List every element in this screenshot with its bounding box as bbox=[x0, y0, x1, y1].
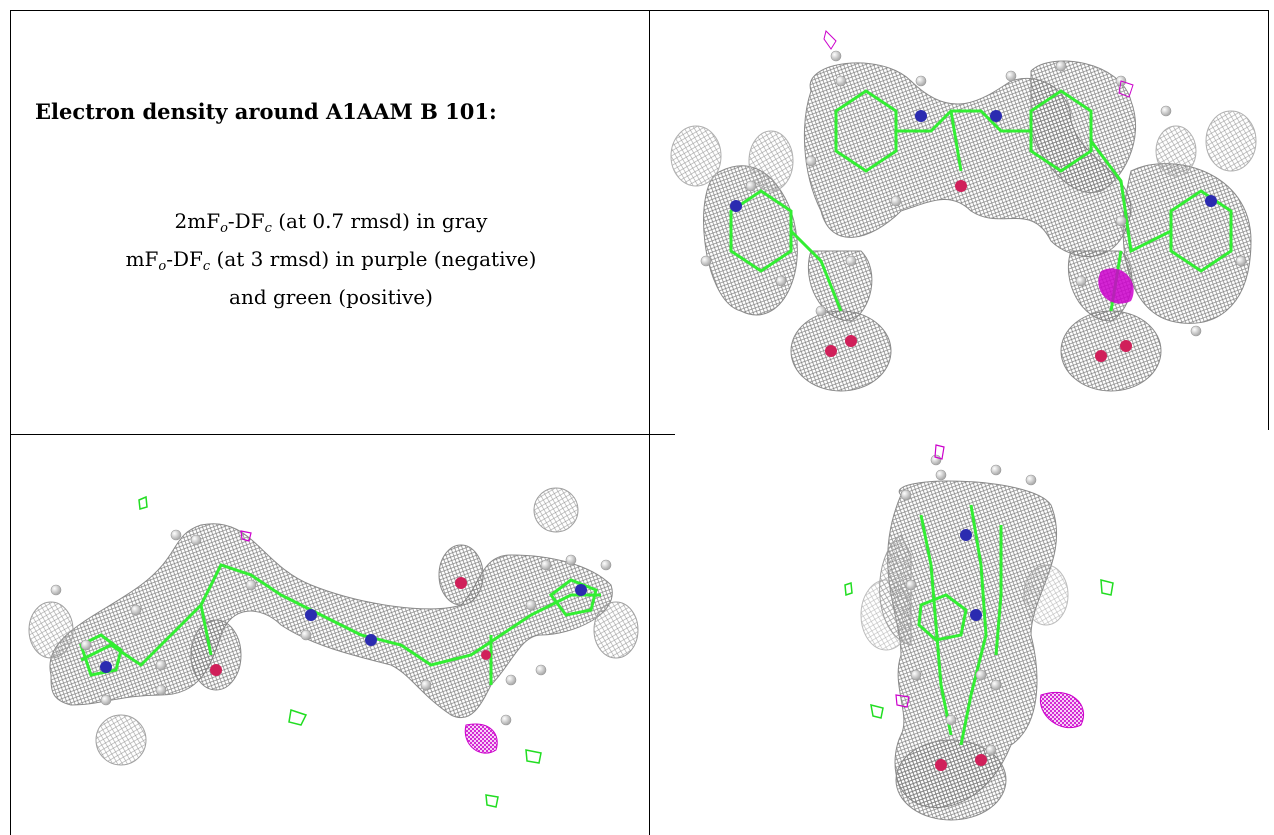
molecule-view-end bbox=[651, 435, 1267, 835]
hydrogen-atoms bbox=[700, 50, 1247, 337]
difference-density bbox=[138, 495, 542, 808]
difference-density bbox=[823, 30, 1134, 304]
hydrogen-atoms bbox=[50, 529, 612, 726]
bond-network bbox=[917, 504, 1003, 746]
figure-heading: Electron density around A1AAM B 101: bbox=[35, 99, 497, 124]
table-border-top bbox=[10, 10, 1269, 11]
caption-line-fo-fc: mFo-DFc (at 3 rmsd) in purple (negative) bbox=[125, 247, 537, 274]
caption-cell: Electron density around A1AAM B 101: 2mF… bbox=[11, 11, 649, 434]
table-column-divider bbox=[649, 10, 650, 835]
difference-density bbox=[844, 444, 1114, 729]
hydrogen-atoms bbox=[900, 454, 1037, 756]
table-border-left bbox=[10, 10, 11, 835]
heteroatoms bbox=[935, 529, 987, 771]
caption-line-2fo-fc: 2mFo-DFc (at 0.7 rmsd) in gray bbox=[174, 209, 488, 236]
bond-network bbox=[729, 89, 1233, 312]
caption-line-positive: and green (positive) bbox=[229, 285, 433, 309]
bond-network bbox=[79, 563, 601, 685]
figure-caption: 2mFo-DFc (at 0.7 rmsd) in gray mFo-DFc (… bbox=[11, 206, 649, 313]
density-mesh bbox=[28, 487, 639, 766]
heteroatoms bbox=[100, 577, 587, 676]
heteroatoms bbox=[730, 110, 1217, 362]
molecule-view-side bbox=[11, 435, 649, 835]
figure-table: Electron density around A1AAM B 101: 2mF… bbox=[10, 10, 1269, 835]
molecule-view-front bbox=[651, 11, 1267, 434]
table-row-divider bbox=[10, 434, 675, 435]
table-border-right bbox=[1268, 10, 1269, 430]
